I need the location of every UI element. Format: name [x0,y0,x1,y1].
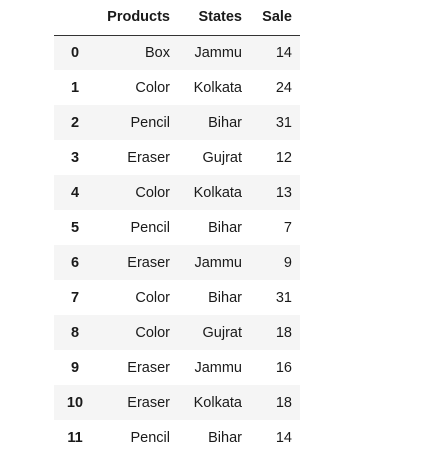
cell-products: Color [135,184,170,201]
cell-products: Color [135,324,170,341]
row-index: 8 [70,324,80,341]
dataframe-table: Products States Sale 0 Box Jammu 14 1 Color Ko… [54,0,300,455]
cell-sale: 18 [275,324,292,341]
row-index: 1 [70,79,80,96]
cell-states: Bihar [208,114,242,131]
cell-products: Pencil [130,219,171,236]
cell-sale: 13 [275,184,292,201]
cell-products: Color [135,289,170,306]
table-row: 2 Pencil Bihar 31 [54,105,300,140]
cell-products: Eraser [127,149,170,166]
table-row: 8 Color Gujrat 18 [54,315,300,350]
cell-sale: 9 [283,254,292,271]
index-header [54,0,96,36]
cell-states: Kolkata [193,184,242,201]
cell-states: Kolkata [193,79,242,96]
table-row: 3 Eraser Gujrat 12 [54,140,300,175]
cell-states: Bihar [208,429,242,446]
row-index: 9 [70,359,80,376]
table-row: 6 Eraser Jammu 9 [54,245,300,280]
row-index: 11 [67,429,83,446]
cell-sale: 18 [275,394,292,411]
cell-products: Eraser [127,254,170,271]
cell-sale: 12 [275,149,292,166]
row-index: 10 [66,394,84,411]
cell-products: Eraser [127,394,170,411]
row-index: 2 [70,114,80,131]
column-header-products: Products [96,0,178,36]
cell-products: Pencil [130,429,171,446]
cell-sale: 7 [283,219,292,236]
cell-sale: 24 [275,79,292,96]
table-row: 7 Color Bihar 31 [54,280,300,315]
table-row: 1 Color Kolkata 24 [54,70,300,105]
cell-sale: 31 [275,289,292,306]
table-row: 11 Pencil Bihar 14 [54,420,300,455]
cell-sale: 31 [275,114,292,131]
table-row: 9 Eraser Jammu 16 [54,350,300,385]
row-index: 3 [70,149,80,166]
cell-states: Gujrat [202,324,243,341]
cell-sale: 14 [275,44,292,61]
cell-states: Jammu [194,254,242,271]
cell-products: Eraser [127,359,170,376]
row-index: 6 [70,254,80,271]
table-row: 10 Eraser Kolkata 18 [54,385,300,420]
cell-sale: 16 [275,359,292,376]
cell-states: Bihar [208,219,242,236]
table-row: 4 Color Kolkata 13 [54,175,300,210]
cell-products: Color [135,79,170,96]
table-row: 5 Pencil Bihar 7 [54,210,300,245]
row-index: 4 [70,184,80,201]
cell-states: Gujrat [202,149,243,166]
cell-states: Jammu [194,359,242,376]
cell-states: Kolkata [193,394,242,411]
header-row: Products States Sale [54,0,300,36]
cell-products: Box [145,44,170,61]
cell-states: Bihar [208,289,242,306]
cell-products: Pencil [130,114,171,131]
row-index: 5 [70,219,80,236]
column-header-sale: Sale [250,0,300,36]
cell-sale: 14 [275,429,292,446]
row-index: 7 [70,289,80,306]
table-row: 0 Box Jammu 14 [54,35,300,70]
column-header-states: States [178,0,250,36]
cell-states: Jammu [194,44,242,61]
table-body: 0 Box Jammu 14 1 Color Kolkata 24 2 Pencil Bihar 31… [54,35,300,455]
row-index: 0 [70,44,80,61]
